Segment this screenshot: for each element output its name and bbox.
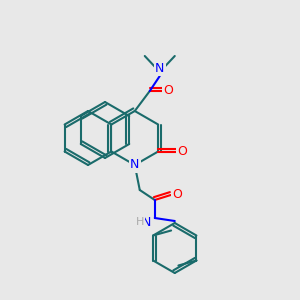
Text: N: N (155, 61, 164, 74)
Text: O: O (177, 145, 187, 158)
Text: H: H (136, 217, 144, 227)
Text: O: O (172, 188, 182, 202)
Text: N: N (130, 158, 140, 172)
Text: O: O (163, 85, 173, 98)
Text: N: N (142, 215, 152, 229)
